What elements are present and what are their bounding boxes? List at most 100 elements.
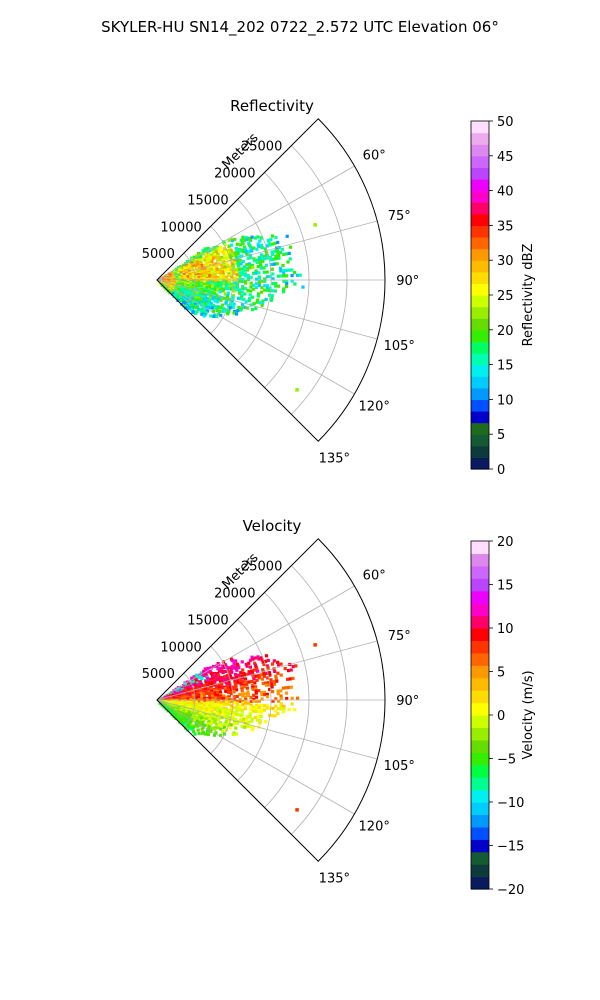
echo-cell bbox=[252, 246, 256, 250]
echo-cell bbox=[246, 724, 250, 728]
echo-cell bbox=[257, 256, 261, 260]
echo-cell bbox=[243, 292, 247, 296]
echo-cell bbox=[192, 700, 196, 704]
echo-cell bbox=[265, 251, 269, 255]
echo-cell bbox=[215, 268, 219, 272]
echo-cell bbox=[276, 240, 280, 244]
echo-cell bbox=[222, 680, 226, 684]
echo-cell bbox=[274, 677, 278, 681]
echo-cell bbox=[233, 261, 237, 265]
echo-cell bbox=[276, 284, 280, 288]
echo-cell bbox=[270, 234, 275, 238]
echo-cell bbox=[235, 273, 239, 277]
echo-cell bbox=[207, 690, 211, 694]
echo-cell bbox=[251, 685, 255, 689]
echo-cell bbox=[202, 289, 206, 293]
echo-cell bbox=[247, 241, 251, 245]
colorbar-tick-label: −5 bbox=[497, 753, 516, 768]
echo-cell bbox=[244, 281, 248, 285]
colorbar-swatch bbox=[471, 851, 489, 865]
echo-cell bbox=[283, 667, 287, 671]
echo-cell bbox=[248, 293, 252, 297]
echo-cell bbox=[210, 271, 214, 276]
echo-cell bbox=[213, 269, 217, 273]
echo-cell bbox=[196, 681, 200, 685]
echo-cell bbox=[265, 288, 269, 292]
echo-cell bbox=[228, 306, 232, 310]
echo-cell bbox=[244, 236, 248, 240]
panel-title: Velocity bbox=[243, 517, 302, 535]
echo-cell bbox=[226, 688, 230, 692]
echo-cell bbox=[213, 720, 217, 724]
echo-cell bbox=[253, 663, 258, 667]
echo-cell bbox=[214, 264, 218, 269]
colorbar-swatch bbox=[471, 411, 489, 424]
echo-cell bbox=[215, 315, 219, 319]
echo-cell bbox=[214, 699, 218, 703]
echo-cell bbox=[229, 676, 233, 680]
echo-cell bbox=[257, 283, 261, 288]
echo-cell bbox=[190, 268, 194, 272]
colorbar-tick-label: 40 bbox=[497, 185, 514, 200]
echo-cell bbox=[204, 668, 208, 672]
echo-cell bbox=[262, 270, 266, 274]
echo-cell bbox=[199, 309, 203, 313]
echo-cell bbox=[257, 706, 261, 710]
echo-cell bbox=[240, 674, 244, 678]
echo-cell bbox=[293, 282, 297, 286]
echo-cell bbox=[179, 294, 183, 298]
echo-cell bbox=[235, 276, 239, 280]
echo-cell bbox=[196, 288, 200, 292]
echo-cell bbox=[221, 729, 225, 734]
echo-cell bbox=[202, 703, 207, 707]
echo-cell bbox=[180, 722, 184, 726]
echo-cell bbox=[270, 296, 274, 300]
echo-cell bbox=[202, 690, 206, 694]
echo-cell bbox=[241, 277, 245, 282]
echo-cell bbox=[237, 255, 241, 259]
echo-cell bbox=[209, 301, 213, 306]
echo-cell bbox=[208, 705, 212, 709]
echo-cell bbox=[259, 253, 263, 257]
echo-cell bbox=[243, 274, 248, 278]
echo-cell bbox=[202, 274, 206, 278]
echo-cell bbox=[241, 699, 245, 703]
echo-cell bbox=[215, 250, 219, 254]
echo-cell bbox=[251, 657, 255, 661]
echo-cell bbox=[185, 709, 189, 713]
echo-cell bbox=[267, 241, 271, 245]
echo-cell bbox=[226, 685, 230, 689]
echo-cell bbox=[218, 677, 222, 681]
echo-cell bbox=[287, 685, 291, 690]
echo-cell bbox=[235, 242, 239, 246]
echo-cell bbox=[216, 708, 220, 712]
echo-cell bbox=[211, 309, 215, 314]
echo-cell bbox=[229, 686, 233, 690]
angle-tick-label: 120° bbox=[359, 399, 390, 414]
radial-tick-label: 20000 bbox=[214, 167, 255, 182]
echo-cell bbox=[274, 254, 278, 258]
echo-cell bbox=[270, 713, 274, 718]
echo-cell bbox=[246, 690, 250, 694]
echo-cell bbox=[276, 707, 280, 711]
echo-cell bbox=[227, 281, 231, 285]
echo-cell bbox=[200, 295, 204, 299]
echo-cell bbox=[204, 260, 208, 265]
echo-cell bbox=[238, 258, 242, 262]
colorbar-tick-label: 20 bbox=[497, 535, 514, 550]
echo-cell bbox=[235, 248, 239, 252]
echo-cell bbox=[228, 264, 232, 268]
echo-cell bbox=[238, 289, 242, 294]
echo-cell bbox=[221, 309, 225, 314]
echo-cell bbox=[224, 279, 229, 283]
echo-cell bbox=[232, 258, 237, 262]
echo-cell bbox=[257, 292, 261, 296]
echo-cell bbox=[273, 709, 277, 713]
echo-cell bbox=[239, 308, 243, 312]
echo-cell bbox=[252, 705, 256, 709]
echo-cell bbox=[196, 262, 200, 266]
echo-cell bbox=[242, 297, 246, 301]
echo-cell bbox=[205, 249, 209, 253]
echo-cell bbox=[191, 301, 195, 305]
